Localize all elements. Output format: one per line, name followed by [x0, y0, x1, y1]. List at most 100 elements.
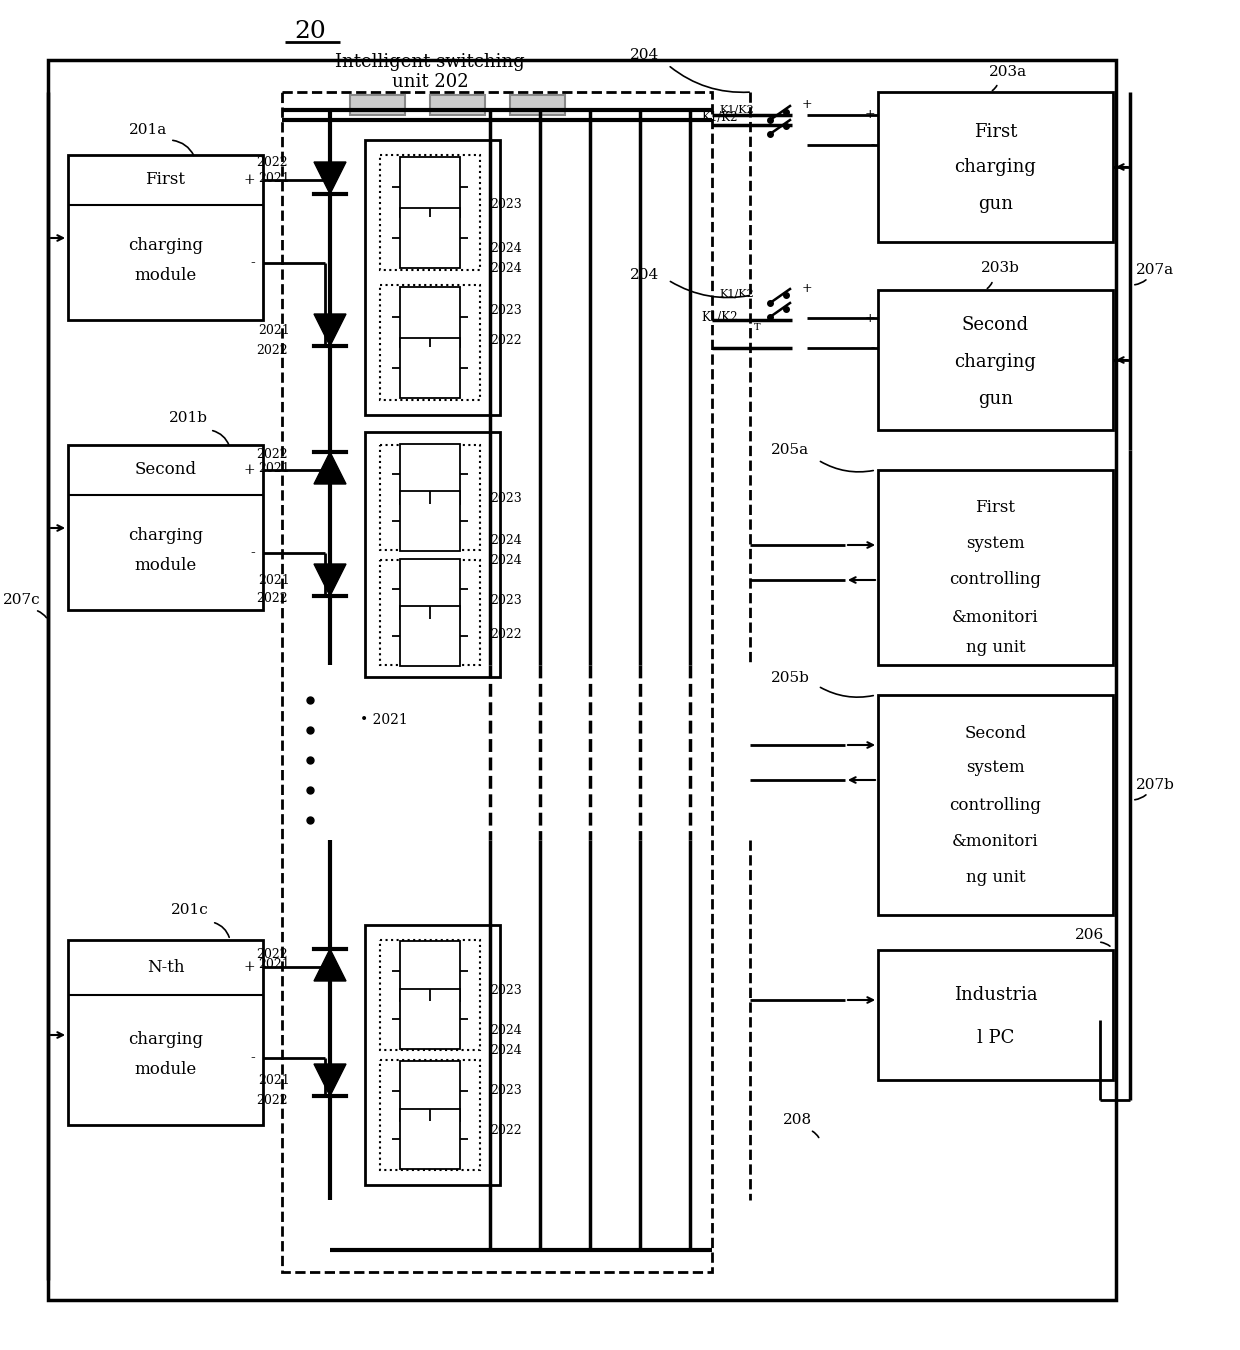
- Text: K1/K2: K1/K2: [719, 105, 754, 115]
- Text: 2021: 2021: [258, 324, 290, 336]
- Text: 2023: 2023: [490, 198, 522, 212]
- Text: &monitori: &monitori: [952, 833, 1039, 851]
- Text: 203a: 203a: [990, 65, 1027, 80]
- Text: +: +: [864, 312, 875, 324]
- Bar: [401, 208, 460, 267]
- Text: charging: charging: [128, 1031, 203, 1049]
- Text: 20: 20: [294, 20, 326, 43]
- Text: 2021: 2021: [258, 1073, 290, 1087]
- Bar: [401, 338, 460, 398]
- Text: -: -: [870, 139, 875, 151]
- Bar: [68, 940, 263, 1125]
- Bar: [68, 155, 263, 320]
- Text: &monitori: &monitori: [952, 609, 1039, 625]
- Text: +: +: [243, 173, 255, 188]
- Bar: [878, 290, 1114, 431]
- Text: charging: charging: [128, 236, 203, 254]
- Text: +: +: [802, 99, 812, 112]
- Text: 201a: 201a: [129, 123, 167, 136]
- Text: 2023: 2023: [490, 1084, 522, 1096]
- Text: ng unit: ng unit: [966, 869, 1025, 887]
- Text: 201c: 201c: [171, 903, 208, 917]
- Bar: [401, 559, 460, 620]
- Text: 207c: 207c: [4, 593, 41, 608]
- Text: 2021: 2021: [258, 171, 290, 185]
- Text: 2022: 2022: [490, 629, 522, 641]
- Text: 2024: 2024: [490, 242, 522, 255]
- Text: 205a: 205a: [771, 443, 808, 458]
- Polygon shape: [314, 949, 346, 981]
- Text: -: -: [250, 256, 255, 270]
- Bar: [379, 155, 480, 270]
- Text: 2022: 2022: [490, 333, 522, 347]
- Text: 2022: 2022: [257, 949, 288, 961]
- Bar: [68, 446, 263, 610]
- Bar: [430, 95, 485, 115]
- Bar: [401, 444, 460, 505]
- Bar: [281, 92, 712, 1272]
- Text: 205b: 205b: [770, 671, 810, 684]
- Text: K1/K2: K1/K2: [702, 112, 738, 124]
- Text: 2022: 2022: [490, 1123, 522, 1137]
- Text: 2024: 2024: [490, 262, 522, 274]
- Text: Industria: Industria: [954, 986, 1038, 1004]
- Text: 2021: 2021: [258, 462, 290, 474]
- Text: +: +: [243, 463, 255, 477]
- Bar: [365, 432, 500, 676]
- Bar: [510, 95, 565, 115]
- Text: -: -: [250, 545, 255, 560]
- Text: 206: 206: [1075, 927, 1105, 942]
- Text: ng unit: ng unit: [966, 640, 1025, 656]
- Polygon shape: [314, 315, 346, 346]
- Text: 207b: 207b: [1136, 778, 1174, 792]
- Text: 2022: 2022: [257, 157, 288, 170]
- Text: 2022: 2022: [257, 1094, 288, 1107]
- Bar: [350, 95, 405, 115]
- Text: 204: 204: [630, 269, 660, 282]
- Bar: [365, 140, 500, 414]
- Text: +: +: [802, 282, 812, 294]
- Bar: [401, 941, 460, 1000]
- Text: controlling: controlling: [950, 796, 1042, 814]
- Text: Second: Second: [962, 316, 1029, 333]
- Polygon shape: [314, 564, 346, 595]
- Bar: [878, 92, 1114, 242]
- Text: 207a: 207a: [1136, 263, 1174, 277]
- Text: charging: charging: [955, 352, 1037, 371]
- Bar: [379, 1060, 480, 1170]
- Text: 203b: 203b: [981, 261, 1019, 275]
- Text: +: +: [243, 960, 255, 973]
- Text: 2021: 2021: [258, 574, 290, 586]
- Text: 2022: 2022: [257, 343, 288, 356]
- Text: module: module: [134, 1061, 197, 1079]
- Text: 2023: 2023: [490, 984, 522, 996]
- Text: First: First: [973, 123, 1017, 140]
- Text: 2024: 2024: [490, 533, 522, 547]
- Bar: [878, 950, 1114, 1080]
- Text: -: -: [250, 1052, 255, 1065]
- Polygon shape: [314, 452, 346, 485]
- Text: gun: gun: [978, 390, 1013, 408]
- Text: First: First: [145, 171, 186, 189]
- Bar: [401, 1061, 460, 1120]
- Text: charging: charging: [128, 526, 203, 544]
- Bar: [48, 59, 1116, 1300]
- Bar: [401, 990, 460, 1049]
- Bar: [878, 470, 1114, 666]
- Text: Second: Second: [965, 725, 1027, 741]
- Text: 2024: 2024: [490, 1023, 522, 1037]
- Text: 2021: 2021: [258, 958, 290, 972]
- Text: • 2021: • 2021: [360, 713, 408, 728]
- Text: 201b: 201b: [169, 410, 207, 425]
- Text: 2024: 2024: [490, 1044, 522, 1057]
- Text: -: -: [870, 342, 875, 355]
- Text: 2023: 2023: [490, 304, 522, 316]
- Text: l PC: l PC: [977, 1029, 1014, 1048]
- Text: charging: charging: [955, 158, 1037, 176]
- Text: 2023: 2023: [490, 491, 522, 505]
- Text: T: T: [754, 324, 760, 332]
- Text: 2022: 2022: [257, 591, 288, 605]
- Text: module: module: [134, 556, 197, 574]
- Bar: [401, 288, 460, 347]
- Bar: [401, 606, 460, 666]
